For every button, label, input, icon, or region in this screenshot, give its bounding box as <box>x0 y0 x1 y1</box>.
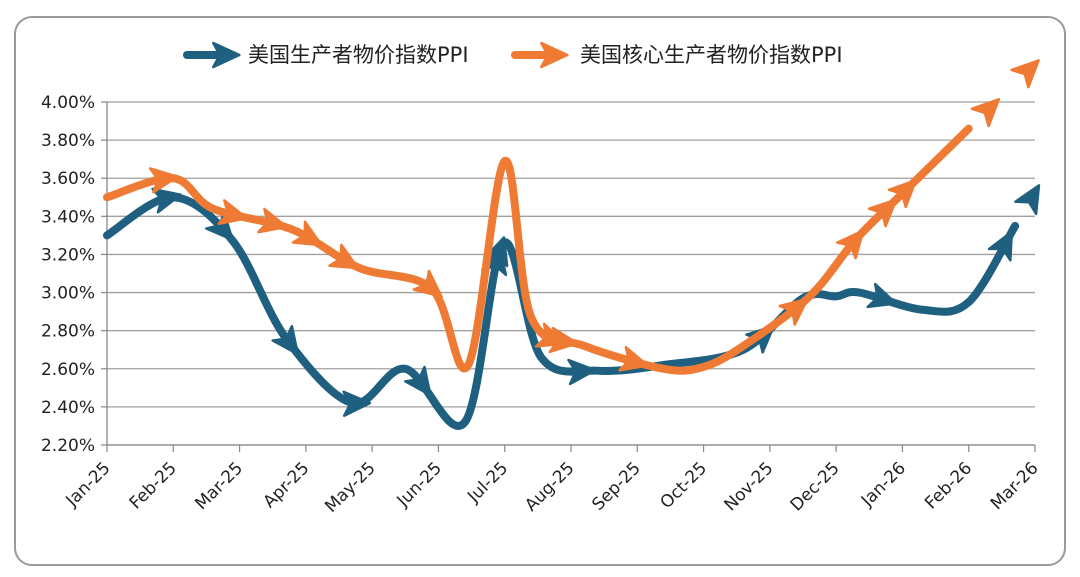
axes <box>106 102 1036 452</box>
arrow-marker-icon <box>412 269 443 298</box>
x-tick-label: Mar-26 <box>987 458 1043 514</box>
legend-item-core-ppi: 美国核心生产者物价指数PPI <box>511 41 843 69</box>
arrow-marker-icon <box>778 297 809 326</box>
x-tick-label: Jul-25 <box>463 458 512 507</box>
x-tick-label: May-25 <box>321 458 379 516</box>
arrow-marker-icon <box>404 365 432 397</box>
x-tick-label: Oct-25 <box>657 458 712 513</box>
y-axis-tick-labels: 2.20% 2.40% 2.60% 2.80% 3.00% 3.20% 3.40% 3.60%… <box>41 93 95 456</box>
arrow-marker-icon <box>1010 59 1040 89</box>
y-tick-label: 3.80% <box>41 131 95 151</box>
x-tick-label: Nov-25 <box>720 458 777 515</box>
arrow-marker-icon <box>291 220 323 247</box>
legend-arrow-icon <box>183 41 241 69</box>
arrow-marker-icon <box>328 243 360 270</box>
y-tick-label: 4.00% <box>41 93 95 113</box>
gridlines <box>101 101 1035 446</box>
legend: 美国生产者物价指数PPI 美国核心生产者物价指数PPI <box>183 41 843 69</box>
arrow-marker-icon <box>567 358 597 386</box>
y-tick-label: 2.60% <box>41 360 95 380</box>
arrow-marker-icon <box>887 178 918 209</box>
arrow-marker-icon <box>866 282 898 309</box>
y-tick-label: 3.00% <box>41 284 95 304</box>
arrow-marker-icon <box>836 229 865 260</box>
series-core-ppi <box>103 59 1040 375</box>
legend-arrow-icon <box>511 41 569 69</box>
arrow-marker-icon <box>151 187 182 214</box>
x-tick-label: Sep-25 <box>588 458 644 514</box>
arrow-marker-icon <box>257 207 288 234</box>
y-tick-label: 3.60% <box>41 169 95 189</box>
y-tick-label: 3.20% <box>41 245 95 265</box>
arrow-marker-icon <box>342 390 372 417</box>
legend-item-ppi: 美国生产者物价指数PPI <box>183 41 469 69</box>
arrow-marker-icon <box>987 230 1014 262</box>
arrow-head-icon <box>212 41 241 69</box>
arrow-marker-icon <box>148 167 179 194</box>
x-tick-label: Jan-25 <box>62 458 115 511</box>
arrow-marker-icon <box>217 199 249 226</box>
arrow-marker-icon <box>271 324 300 356</box>
arrow-marker-icon <box>548 326 579 354</box>
y-tick-label: 2.40% <box>41 398 95 418</box>
x-tick-label: Apr-25 <box>260 458 314 512</box>
x-tick-label: Dec-25 <box>787 458 844 515</box>
x-tick-label: Mar-25 <box>191 458 247 514</box>
series-line <box>103 124 973 375</box>
arrow-marker-icon <box>1014 184 1041 216</box>
y-tick-label: 3.40% <box>41 207 95 227</box>
x-tick-label: Feb-25 <box>126 458 181 513</box>
series-line <box>103 193 1020 430</box>
y-tick-label: 2.20% <box>41 436 95 456</box>
x-axis-tick-labels: Jan-25 Feb-25 Mar-25 Apr-25 May-25 Jun-25 Jul-… <box>62 458 1043 516</box>
x-tick-label: Feb-26 <box>921 458 976 513</box>
arrow-head-icon <box>540 41 569 69</box>
y-tick-label: 2.80% <box>41 322 95 342</box>
arrow-marker-icon <box>970 98 1001 128</box>
series-group <box>103 59 1041 430</box>
x-tick-label: Aug-25 <box>521 458 578 515</box>
arrow-marker-icon <box>867 198 898 228</box>
arrow-marker-icon <box>618 345 650 372</box>
legend-label: 美国核心生产者物价指数PPI <box>580 43 843 67</box>
x-tick-label: Jun-25 <box>393 458 446 511</box>
chart-frame <box>14 16 1066 566</box>
legend-label: 美国生产者物价指数PPI <box>248 43 469 67</box>
x-tick-label: Jan-26 <box>857 458 910 511</box>
